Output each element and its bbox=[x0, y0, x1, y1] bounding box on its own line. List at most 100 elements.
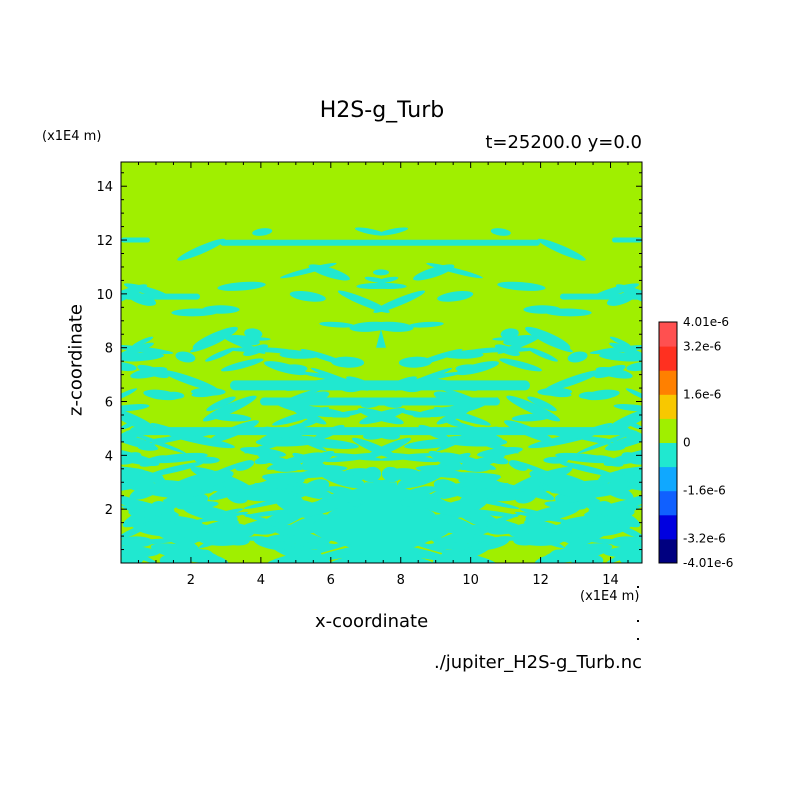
anomaly-patch bbox=[121, 505, 181, 529]
colorbar-label: 4.01e-6 bbox=[683, 315, 729, 329]
colorbar-segment bbox=[659, 514, 677, 540]
anomaly-patch bbox=[527, 396, 557, 412]
anomaly-patch bbox=[459, 490, 495, 504]
anomaly-patch bbox=[494, 344, 520, 357]
chart-subtitle: t=25200.0 y=0.0 bbox=[485, 132, 642, 153]
anomaly-patch bbox=[412, 264, 455, 281]
anomaly-patch bbox=[244, 509, 297, 518]
corner-marks bbox=[637, 586, 639, 640]
anomaly-patch bbox=[143, 389, 180, 401]
anomaly-patch bbox=[499, 358, 542, 372]
colorbar-segment bbox=[659, 322, 677, 347]
anomaly-patch bbox=[516, 532, 565, 546]
anomaly-patch bbox=[264, 537, 324, 563]
colorbar-segment bbox=[659, 442, 677, 468]
anomaly-band bbox=[260, 397, 500, 406]
anomaly-patch bbox=[384, 544, 450, 561]
anomaly-patch bbox=[620, 558, 642, 563]
anomaly-patch bbox=[459, 454, 505, 471]
anomaly-patch bbox=[121, 497, 180, 517]
turbulence-field bbox=[121, 227, 642, 563]
anomaly-patch bbox=[532, 484, 601, 502]
colorbar-segment bbox=[659, 370, 677, 395]
anomaly-patch bbox=[571, 554, 604, 563]
anomaly-patch bbox=[235, 460, 255, 471]
anomaly-patch bbox=[567, 351, 588, 363]
chart-title: H2S-g_Turb bbox=[319, 98, 445, 123]
anomaly-patch bbox=[298, 438, 327, 452]
anomaly-patch bbox=[609, 336, 631, 347]
anomaly-patch bbox=[121, 538, 183, 546]
anomaly-patch bbox=[198, 532, 247, 546]
anomaly-band bbox=[121, 237, 150, 243]
anomaly-patch bbox=[129, 480, 174, 495]
anomaly-patch bbox=[373, 321, 414, 332]
anomaly-patch bbox=[583, 497, 642, 517]
anomaly-patch bbox=[381, 452, 439, 463]
anomaly-patch bbox=[490, 228, 511, 236]
anomaly-patch bbox=[356, 282, 396, 290]
anomaly-patch bbox=[404, 438, 464, 449]
anomaly-patch bbox=[373, 290, 426, 313]
colorbar-segment bbox=[659, 394, 677, 419]
anomaly-patch bbox=[240, 447, 287, 457]
y-tick-label: 10 bbox=[96, 288, 113, 303]
anomaly-patch bbox=[132, 336, 154, 347]
anomaly-patch bbox=[299, 438, 359, 449]
anomaly-patch bbox=[359, 407, 406, 425]
anomaly-band bbox=[230, 380, 530, 391]
anomaly-patch bbox=[354, 227, 386, 236]
anomaly-patch bbox=[177, 238, 226, 261]
anomaly-patch bbox=[506, 395, 561, 422]
anomaly-patch bbox=[205, 347, 236, 362]
y-tick-label: 6 bbox=[105, 396, 113, 411]
anomaly-band bbox=[612, 237, 642, 243]
anomaly-patch bbox=[595, 366, 633, 379]
colorbar-segment bbox=[659, 466, 677, 492]
anomaly-patch bbox=[362, 466, 382, 483]
anomaly-patch bbox=[130, 366, 168, 379]
y-tick-label: 14 bbox=[96, 180, 113, 195]
anomaly-patch bbox=[202, 395, 257, 422]
colorbar-segment bbox=[659, 346, 677, 371]
anomaly-patch bbox=[276, 401, 336, 418]
anomaly-patch bbox=[225, 334, 260, 346]
y-tick-label: 4 bbox=[105, 449, 113, 464]
x-axis-label: x-coordinate bbox=[315, 611, 429, 632]
colorbar-label: -3.2e-6 bbox=[683, 532, 726, 546]
anomaly-patch bbox=[162, 484, 231, 502]
anomaly-patch bbox=[486, 522, 520, 535]
anomaly-band bbox=[560, 293, 642, 300]
colorbar: 4.01e-6 3.2e-6 1.6e-6 0 -1.6e-6 -3.2e-6 -4.01e… bbox=[658, 315, 733, 570]
anomaly-patch bbox=[613, 404, 642, 412]
anomaly-patch bbox=[244, 536, 266, 541]
anomaly-patch bbox=[258, 454, 304, 471]
anomaly-patch bbox=[121, 361, 137, 372]
anomaly-patch bbox=[503, 334, 538, 346]
anomaly-patch bbox=[500, 328, 519, 339]
colorbar-label: 3.2e-6 bbox=[683, 339, 721, 353]
anomaly-patch bbox=[150, 543, 221, 563]
anomaly-patch bbox=[626, 361, 642, 372]
anomaly-patch bbox=[410, 371, 465, 382]
anomaly-patch bbox=[243, 522, 277, 535]
anomaly-patch bbox=[589, 480, 634, 495]
colorbar-segment bbox=[659, 538, 677, 564]
anomaly-patch bbox=[121, 404, 150, 412]
anomaly-patch bbox=[268, 490, 304, 504]
anomaly-patch bbox=[121, 558, 143, 563]
anomaly-patch bbox=[523, 305, 561, 314]
y-axis-label: z-coordinate bbox=[65, 304, 87, 416]
colorbar-frame bbox=[658, 321, 678, 564]
anomaly-band bbox=[130, 427, 630, 436]
anomaly-patch bbox=[476, 447, 523, 457]
anomaly-patch bbox=[331, 356, 365, 368]
anomaly-cap bbox=[311, 510, 451, 547]
anomaly-patch bbox=[466, 509, 519, 518]
anomaly-patch bbox=[298, 371, 353, 382]
anomaly-patch bbox=[252, 228, 273, 236]
anomaly-patch bbox=[397, 467, 448, 489]
plot-frame bbox=[120, 161, 643, 564]
anomaly-patch bbox=[558, 524, 627, 534]
anomaly-patch bbox=[313, 544, 379, 561]
